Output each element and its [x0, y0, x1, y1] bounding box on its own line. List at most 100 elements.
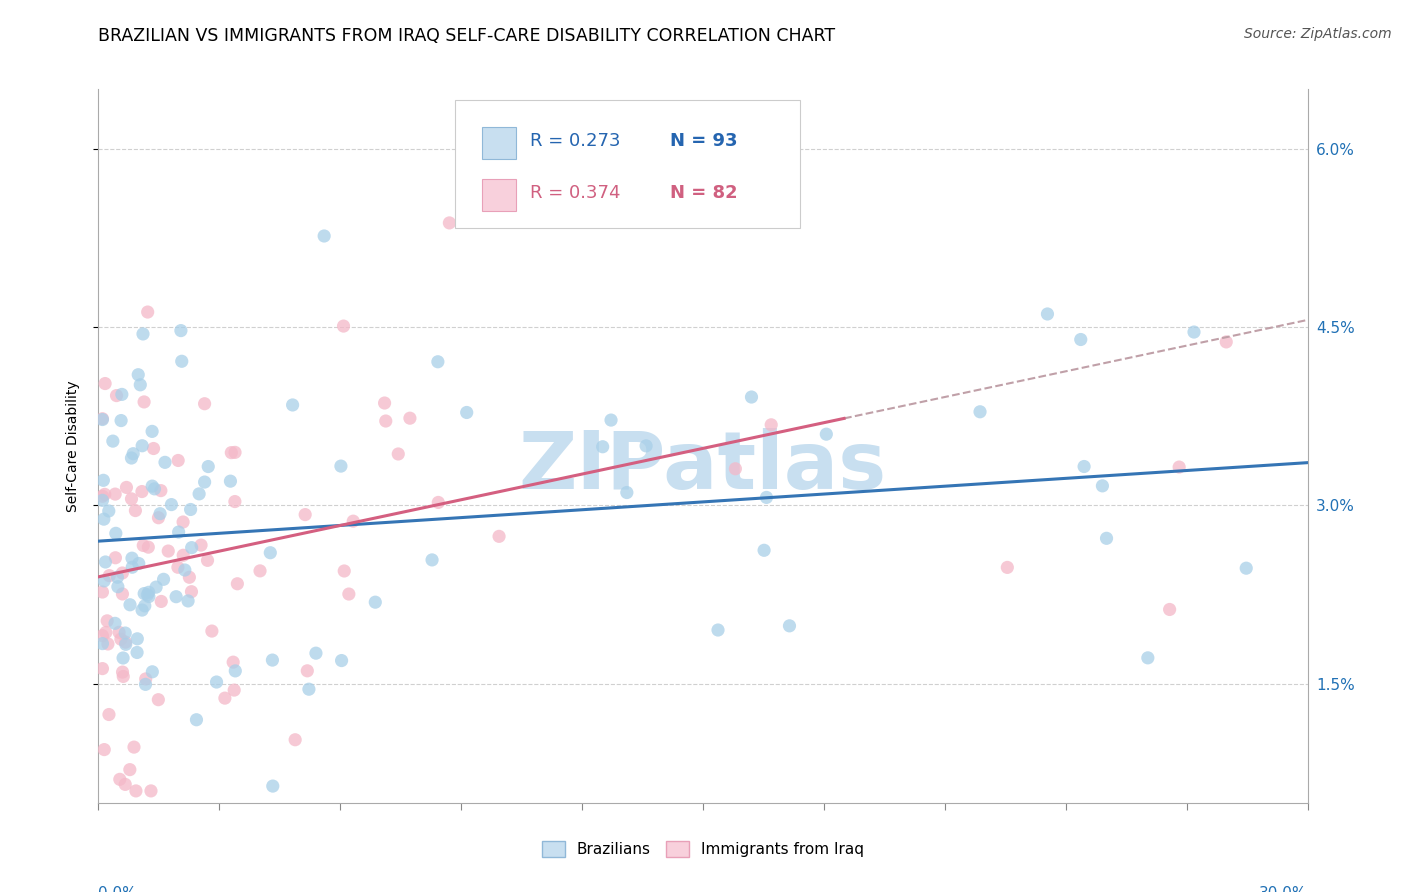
Brazilians [138, 585, 160, 599]
Brazilians [104, 616, 127, 631]
Brazilians [364, 595, 387, 609]
Brazilians [101, 434, 124, 449]
Brazilians [94, 555, 117, 569]
Brazilians [160, 498, 183, 512]
Brazilians [121, 560, 143, 574]
Brazilians [1073, 459, 1095, 474]
Brazilians [118, 598, 141, 612]
Brazilians [1070, 333, 1092, 347]
Brazilians [815, 427, 838, 442]
Brazilians [456, 405, 478, 419]
Brazilians [1036, 307, 1059, 321]
Brazilians [138, 590, 160, 604]
Immigrants from Iraq [91, 489, 114, 503]
FancyBboxPatch shape [456, 100, 800, 228]
Immigrants from Iraq [148, 692, 170, 706]
Immigrants from Iraq [98, 568, 121, 582]
Brazilians [755, 491, 778, 505]
Brazilians [136, 588, 159, 602]
Immigrants from Iraq [91, 411, 114, 425]
Immigrants from Iraq [121, 491, 143, 506]
Immigrants from Iraq [374, 414, 396, 428]
Immigrants from Iraq [488, 529, 510, 543]
Immigrants from Iraq [132, 395, 155, 409]
FancyBboxPatch shape [482, 178, 516, 211]
Brazilians [121, 450, 143, 465]
Brazilians [128, 557, 150, 571]
Immigrants from Iraq [111, 587, 134, 601]
Brazilians [127, 632, 149, 646]
Brazilians [121, 551, 143, 566]
Brazilians [152, 572, 174, 586]
Text: ZIPatlas: ZIPatlas [519, 428, 887, 507]
Immigrants from Iraq [96, 614, 118, 628]
Immigrants from Iraq [114, 635, 136, 649]
Immigrants from Iraq [284, 732, 307, 747]
Immigrants from Iraq [172, 515, 194, 529]
Immigrants from Iraq [226, 576, 249, 591]
Brazilians [141, 665, 163, 679]
Immigrants from Iraq [761, 417, 783, 432]
FancyBboxPatch shape [482, 127, 516, 159]
Brazilians [314, 229, 336, 244]
Immigrants from Iraq [149, 483, 172, 498]
Immigrants from Iraq [167, 560, 190, 574]
Immigrants from Iraq [114, 777, 136, 791]
Immigrants from Iraq [91, 585, 114, 599]
Brazilians [127, 368, 149, 382]
Immigrants from Iraq [294, 508, 316, 522]
Immigrants from Iraq [224, 494, 246, 508]
Brazilians [131, 603, 153, 617]
Text: Source: ZipAtlas.com: Source: ZipAtlas.com [1244, 27, 1392, 41]
Text: N = 82: N = 82 [671, 184, 738, 202]
Brazilians [114, 626, 136, 640]
Immigrants from Iraq [332, 319, 354, 334]
Immigrants from Iraq [224, 445, 246, 459]
Immigrants from Iraq [150, 594, 173, 608]
Immigrants from Iraq [136, 305, 159, 319]
Immigrants from Iraq [1159, 602, 1181, 616]
Brazilians [134, 586, 156, 600]
Brazilians [779, 619, 801, 633]
Brazilians [180, 541, 202, 555]
Immigrants from Iraq [148, 510, 170, 524]
Brazilians [114, 637, 136, 651]
Brazilians [107, 570, 129, 584]
Brazilians [129, 377, 152, 392]
Immigrants from Iraq [105, 388, 128, 402]
Immigrants from Iraq [297, 664, 319, 678]
Immigrants from Iraq [1215, 334, 1237, 349]
Immigrants from Iraq [115, 480, 138, 494]
Brazilians [262, 779, 284, 793]
Brazilians [107, 580, 129, 594]
Brazilians [305, 646, 328, 660]
Immigrants from Iraq [337, 587, 360, 601]
Brazilians [177, 594, 200, 608]
Brazilians [186, 713, 208, 727]
Brazilians [91, 493, 114, 508]
Brazilians [188, 487, 211, 501]
Immigrants from Iraq [132, 539, 155, 553]
Immigrants from Iraq [342, 514, 364, 528]
Brazilians [707, 623, 730, 637]
Brazilians [132, 326, 155, 341]
Brazilians [616, 485, 638, 500]
Immigrants from Iraq [214, 691, 236, 706]
Legend: Brazilians, Immigrants from Iraq: Brazilians, Immigrants from Iraq [536, 835, 870, 863]
Brazilians [636, 439, 658, 453]
Brazilians [194, 475, 217, 489]
Brazilians [180, 502, 202, 516]
Immigrants from Iraq [104, 487, 127, 501]
Immigrants from Iraq [399, 411, 422, 425]
Brazilians [93, 574, 115, 588]
Brazilians [173, 563, 195, 577]
Brazilians [134, 599, 156, 613]
Immigrants from Iraq [180, 584, 202, 599]
Brazilians [262, 653, 284, 667]
Brazilians [426, 355, 449, 369]
Immigrants from Iraq [93, 742, 115, 756]
Brazilians [111, 387, 134, 401]
Immigrants from Iraq [124, 503, 146, 517]
Immigrants from Iraq [194, 397, 217, 411]
Immigrants from Iraq [108, 625, 131, 640]
